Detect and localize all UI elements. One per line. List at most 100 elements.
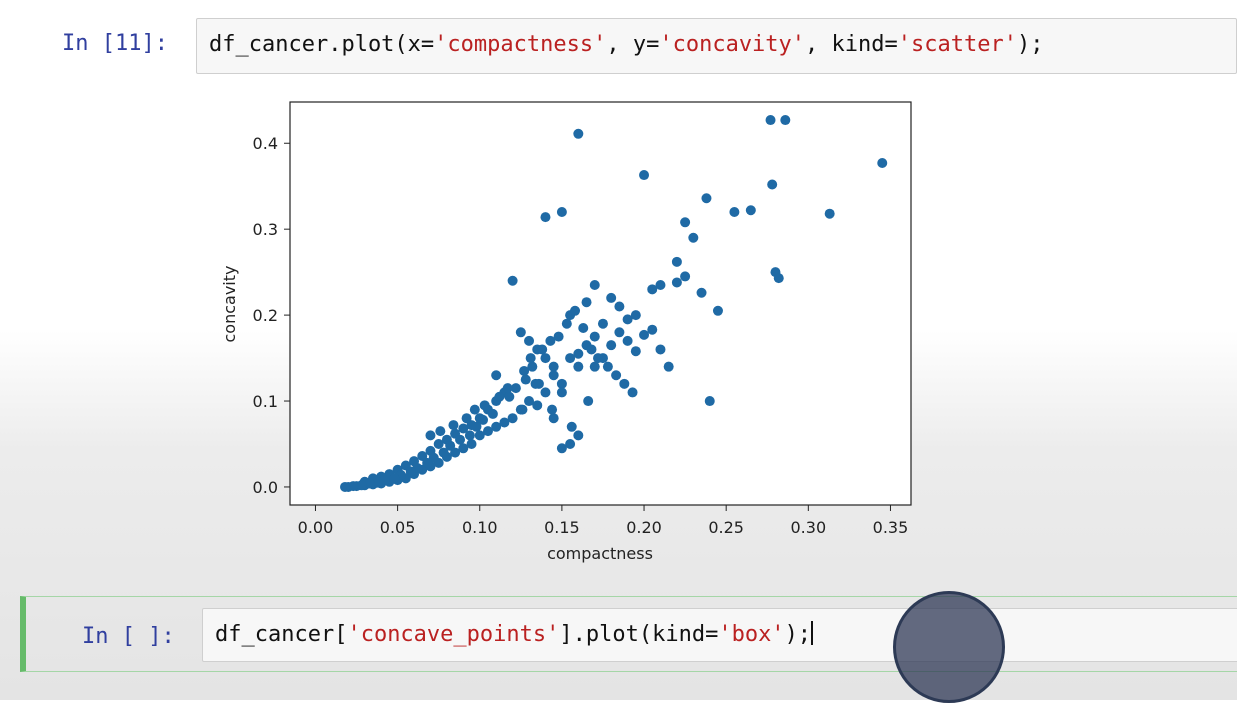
scatter-point — [704, 396, 715, 407]
scatter-point — [712, 305, 723, 316]
scatter-point — [597, 318, 608, 329]
y-tick-label: 0.4 — [253, 134, 278, 153]
scatter-point — [464, 430, 475, 441]
scatter-point — [474, 430, 485, 441]
code-string: 'box' — [718, 622, 785, 647]
scatter-point — [520, 374, 531, 385]
cell-prompt: In [11]: — [62, 31, 168, 56]
scatter-point — [540, 387, 551, 398]
code-editor[interactable]: df_cancer['concave_points'].plot(kind='b… — [202, 608, 1237, 662]
scatter-point — [479, 400, 490, 411]
x-axis-label: compactness — [547, 544, 653, 563]
scatter-point — [466, 438, 477, 449]
scatter-point — [602, 361, 613, 372]
click-indicator — [893, 591, 1005, 703]
scatter-point — [561, 318, 572, 329]
scatter-point — [570, 305, 581, 316]
scatter-point — [573, 348, 584, 359]
scatter-point — [627, 387, 638, 398]
scatter-point — [547, 404, 558, 415]
scatter-point — [780, 115, 791, 126]
scatter-point — [773, 273, 784, 284]
x-tick-label: 0.00 — [298, 518, 334, 537]
scatter-point — [340, 481, 351, 492]
scatter-point — [519, 365, 530, 376]
scatter-point — [455, 434, 466, 445]
scatter-point — [606, 292, 617, 303]
scatter-point — [565, 438, 576, 449]
scatter-plot: 0.00 0.05 0.10 0.15 0.20 0.25 0.30 0.35 0.00.10… — [220, 101, 912, 563]
scatter-point — [573, 361, 584, 372]
scatter-point — [614, 301, 625, 312]
scatter-point — [611, 370, 622, 381]
scatter-point — [556, 387, 567, 398]
scatter-point — [438, 447, 449, 458]
scatter-point — [767, 179, 778, 190]
scatter-point — [553, 331, 564, 342]
scatter-point — [589, 361, 600, 372]
x-tick-label: 0.30 — [791, 518, 827, 537]
scatter-point — [530, 378, 541, 389]
scatter-point — [469, 404, 480, 415]
code-cell-2[interactable]: In [ ]: df_cancer['concave_points'].plot… — [20, 596, 1237, 672]
code-token: , kind= — [805, 32, 898, 57]
scatter-points — [340, 115, 888, 492]
scatter-point — [729, 206, 740, 217]
scatter-point — [548, 413, 559, 424]
scatter-point — [524, 396, 535, 407]
scatter-point — [655, 280, 666, 291]
scatter-point — [540, 212, 551, 223]
scatter-point — [701, 193, 712, 204]
scatter-point — [647, 284, 658, 295]
scatter-point — [671, 277, 682, 288]
scatter-point — [639, 170, 650, 181]
scatter-point — [589, 331, 600, 342]
scatter-point — [647, 324, 658, 335]
scatter-point — [877, 158, 888, 169]
scatter-point — [593, 353, 604, 364]
scatter-point — [348, 481, 359, 492]
code-token: ); — [1016, 32, 1044, 57]
scatter-point — [502, 383, 513, 394]
scatter-point — [527, 361, 538, 372]
scatter-point — [583, 396, 594, 407]
scatter-point — [405, 466, 416, 477]
scatter-point — [461, 413, 472, 424]
scatter-point — [622, 335, 633, 346]
scatter-point — [537, 344, 548, 355]
scatter-point — [389, 473, 400, 484]
scatter-point — [478, 414, 489, 425]
scatter-point — [745, 205, 756, 216]
scatter-point — [425, 430, 436, 441]
x-tick-label: 0.25 — [708, 518, 744, 537]
scatter-point — [573, 430, 584, 441]
scatter-point — [680, 271, 691, 282]
code-token: ); — [784, 622, 812, 647]
y-axis-label: concavity — [220, 266, 239, 343]
scatter-point — [606, 340, 617, 351]
scatter-point — [491, 421, 502, 432]
scatter-point — [450, 447, 461, 458]
scatter-point — [515, 327, 526, 338]
x-axis-ticks: 0.00 0.05 0.10 0.15 0.20 0.25 0.30 0.35 — [298, 505, 909, 537]
scatter-point — [507, 275, 518, 286]
x-tick-label: 0.35 — [873, 518, 909, 537]
scatter-point — [655, 344, 666, 355]
scatter-point — [491, 370, 502, 381]
scatter-point — [540, 353, 551, 364]
y-tick-label: 0.3 — [253, 220, 278, 239]
scatter-point — [548, 361, 559, 372]
scatter-point — [510, 383, 521, 394]
scatter-point — [524, 335, 535, 346]
scatter-point — [565, 353, 576, 364]
scatter-point — [619, 378, 630, 389]
scatter-point — [688, 232, 699, 243]
scatter-point — [671, 256, 682, 267]
scatter-point — [573, 128, 584, 139]
scatter-point — [482, 426, 493, 437]
scatter-point — [578, 322, 589, 333]
code-editor[interactable]: df_cancer.plot(x='compactness', y='conca… — [196, 18, 1237, 74]
scatter-point — [448, 420, 459, 431]
scatter-point — [422, 457, 433, 468]
scatter-point — [680, 217, 691, 228]
